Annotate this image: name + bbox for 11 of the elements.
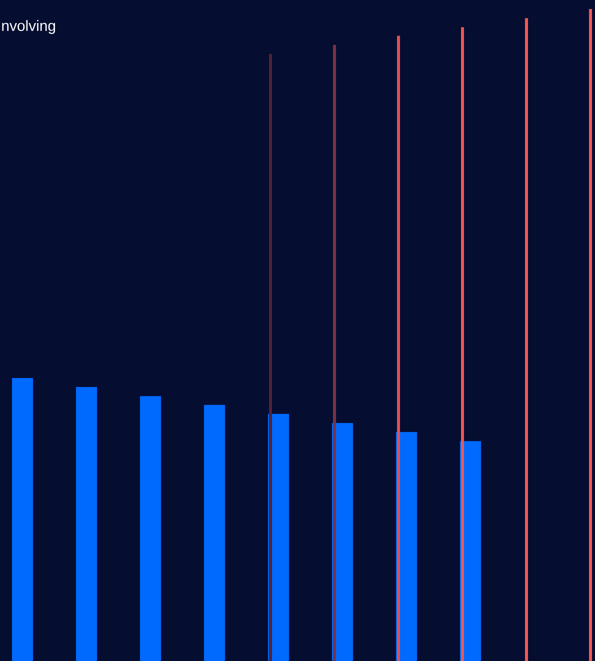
bar: [333, 44, 336, 661]
bar: [397, 36, 400, 661]
bar: [525, 18, 528, 661]
bar: [269, 54, 272, 661]
bar: [140, 396, 161, 661]
bar: [589, 8, 592, 661]
bar: [461, 27, 464, 661]
bar: [76, 387, 97, 661]
text: nvolving: [2, 20, 56, 34]
bar: [204, 404, 225, 661]
bar: [12, 378, 33, 661]
